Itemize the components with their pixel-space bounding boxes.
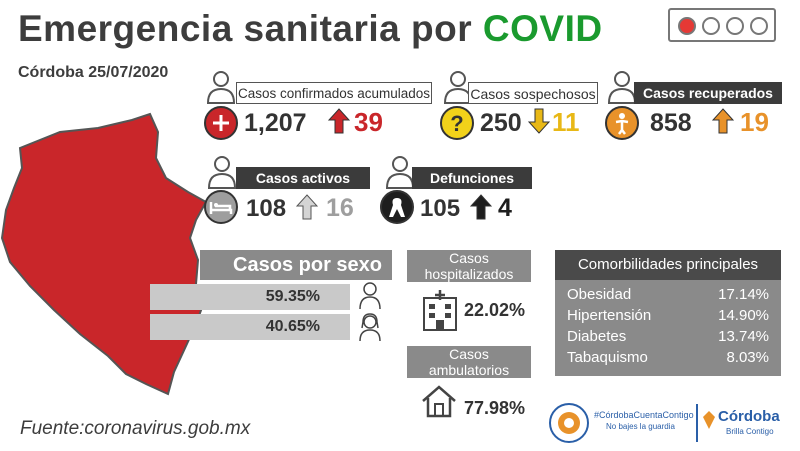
campaign-logo-icon: [549, 403, 589, 443]
arrow-up-icon: [296, 194, 318, 220]
recuperados-value: 858: [650, 109, 692, 137]
confirmados-label: Casos confirmados acumulados: [236, 82, 432, 104]
traffic-dot-yellow: [726, 17, 744, 35]
arrow-up-icon: [470, 194, 492, 220]
male-icon: [359, 282, 381, 310]
sospechosos-label: Casos sospechosos: [468, 82, 598, 104]
recuperados-label: Casos recuperados: [634, 82, 782, 104]
hospital-bed-icon: [204, 190, 238, 224]
title-accent: COVID: [482, 8, 603, 49]
arrow-up-icon: [328, 108, 350, 134]
comorbilidad-name: Tabaquismo: [567, 349, 648, 366]
comorbilidad-name: Diabetes: [567, 328, 627, 345]
traffic-dot-red: [678, 17, 696, 35]
sexo-mujeres-value: 40.65%: [150, 314, 350, 340]
activos-delta: 16: [326, 194, 354, 222]
female-icon: [359, 313, 381, 342]
campaign-tagline: No bajes la guardia: [606, 422, 675, 431]
hospitalizados-title: Casos hospitalizados: [407, 250, 531, 282]
comorbilidad-name: Obesidad: [567, 286, 632, 303]
footer-logos: #CórdobaCuentaContigo No bajes la guardi…: [548, 400, 788, 446]
comorbilidades-panel: Comorbilidades principales Obesidad 17.14…: [555, 250, 781, 376]
traffic-dot-orange: [702, 17, 720, 35]
logo-divider: [696, 404, 698, 442]
house-icon: [422, 385, 456, 418]
comorbilidad-value: 17.14%: [718, 286, 769, 303]
defunciones-value: 105: [420, 195, 461, 222]
sospechosos-delta: 11: [552, 107, 580, 137]
city-tagline: Brilla Contigo: [726, 427, 774, 436]
list-item: Hipertensión 14.90%: [567, 305, 769, 326]
hospitalizados-title-line2: hospitalizados: [424, 266, 514, 282]
ambulatorios-title-line2: ambulatorios: [428, 362, 510, 378]
arrow-down-icon: [528, 108, 550, 134]
list-item: Tabaquismo 8.03%: [567, 347, 769, 368]
person-icon: [384, 155, 416, 189]
defunciones-delta: 4: [498, 194, 512, 222]
sexo-hombres-value: 59.35%: [150, 284, 350, 310]
ambulatorios-title: Casos ambulatorios: [407, 346, 531, 378]
svg-text:?: ?: [450, 111, 463, 136]
recuperados-delta: 19: [740, 107, 769, 137]
comorbilidad-name: Hipertensión: [567, 307, 652, 324]
sospechosos-value: 250: [480, 109, 522, 137]
activos-value: 108: [246, 195, 287, 222]
page-title: Emergencia sanitaria por COVID: [18, 8, 603, 50]
comorbilidad-value: 14.90%: [718, 307, 769, 324]
defunciones-label: Defunciones: [412, 167, 532, 189]
list-item: Obesidad 17.14%: [567, 284, 769, 305]
activos-label: Casos activos: [236, 167, 370, 189]
arrow-up-icon: [712, 108, 734, 134]
person-icon: [205, 70, 237, 104]
mourning-ribbon-icon: [380, 190, 414, 224]
recovered-person-icon: [605, 106, 639, 140]
comorbilidades-list: Obesidad 17.14% Hipertensión 14.90% Diabet…: [555, 280, 781, 376]
city-name: Córdoba: [718, 408, 780, 425]
ambulatorios-title-line1: Casos: [449, 346, 489, 362]
list-item: Diabetes 13.74%: [567, 326, 769, 347]
question-icon: ?: [440, 106, 474, 140]
title-main: Emergencia sanitaria por: [18, 8, 473, 49]
hospital-icon: [423, 290, 457, 331]
report-date: Córdoba 25/07/2020: [18, 64, 169, 81]
cordoba-map: [0, 112, 208, 396]
hospitalizados-title-line1: Casos: [449, 250, 489, 266]
confirmados-value: 1,207: [244, 109, 307, 137]
ambulatorios-value: 77.98%: [464, 398, 526, 418]
campaign-hashtag: #CórdobaCuentaContigo: [594, 410, 694, 420]
hospitalizados-value: 22.02%: [464, 300, 526, 320]
city-emblem-icon: [703, 411, 715, 429]
comorbilidad-value: 8.03%: [726, 349, 769, 366]
plus-icon: [204, 106, 238, 140]
comorbilidad-value: 13.74%: [718, 328, 769, 345]
traffic-light-indicator: [668, 8, 776, 42]
confirmados-delta: 39: [354, 107, 383, 137]
traffic-dot-green: [750, 17, 768, 35]
person-icon: [206, 155, 238, 189]
sexo-title: Casos por sexo: [200, 250, 392, 280]
comorbilidades-title: Comorbilidades principales: [555, 250, 781, 280]
source-note: Fuente:coronavirus.gob.mx: [20, 418, 251, 439]
